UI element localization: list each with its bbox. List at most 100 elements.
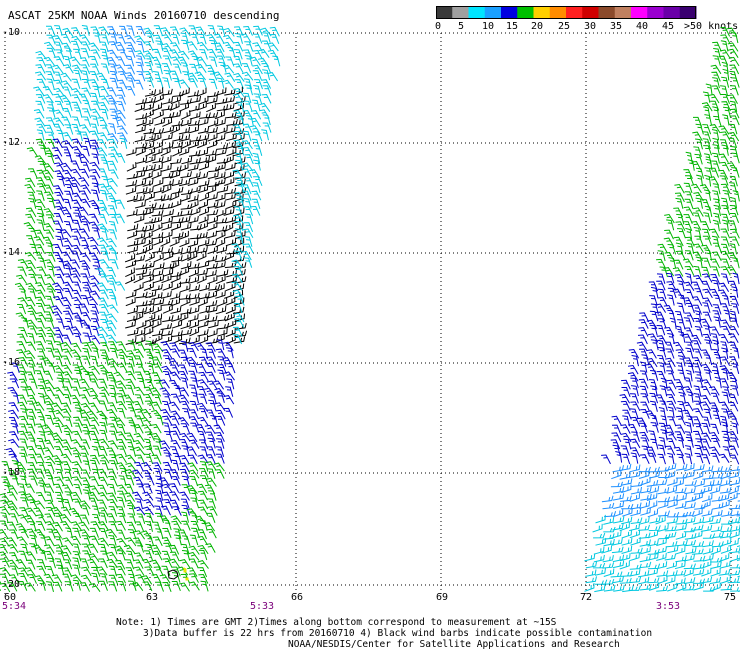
wind-barb — [71, 146, 83, 156]
wind-barb — [64, 124, 74, 135]
wind-barb — [181, 504, 190, 516]
wind-barb — [207, 48, 218, 59]
wind-barb — [593, 532, 606, 539]
wind-barb — [44, 274, 56, 284]
wind-barb — [82, 332, 92, 343]
wind-barb — [80, 161, 91, 172]
wind-barb — [639, 361, 648, 373]
wind-barb — [645, 410, 657, 420]
wind-barb — [152, 269, 164, 277]
wind-barb — [669, 317, 677, 330]
wind-barb — [125, 267, 135, 278]
wind-barb — [721, 368, 729, 381]
wind-barb — [713, 198, 721, 210]
wind-barb — [62, 498, 72, 510]
wind-barb — [97, 499, 108, 510]
wind-barb — [252, 152, 261, 165]
wind-barb — [124, 492, 136, 502]
wind-barb — [666, 517, 679, 524]
wind-barb — [44, 191, 55, 201]
wind-barb — [188, 439, 200, 449]
wind-barb — [667, 406, 675, 419]
wind-barb — [99, 543, 108, 555]
wind-barb — [666, 431, 677, 441]
wind-barb — [91, 318, 101, 329]
wind-barb — [727, 162, 738, 172]
wind-barb — [648, 430, 657, 442]
wind-barb — [663, 267, 675, 277]
wind-barb — [186, 41, 198, 51]
wind-barb — [181, 475, 190, 487]
wind-barb — [223, 407, 234, 418]
wind-barb — [713, 414, 722, 426]
wind-barb — [116, 453, 127, 464]
wind-barb — [34, 71, 47, 81]
wind-barb — [729, 100, 738, 112]
wind-barb — [71, 228, 82, 239]
wind-barb — [207, 275, 218, 285]
wind-barb — [243, 257, 253, 268]
wind-barb — [198, 335, 209, 345]
wind-barb — [25, 296, 36, 307]
wind-barb — [673, 446, 685, 457]
wind-barb — [127, 504, 136, 516]
wind-barb — [91, 505, 101, 517]
wind-barb — [686, 242, 695, 255]
wind-barb — [730, 587, 740, 592]
wind-barb — [197, 535, 208, 546]
wind-barb — [666, 561, 678, 570]
wind-barb — [650, 385, 658, 397]
wind-barb — [261, 62, 271, 73]
wind-barb — [63, 55, 72, 67]
wind-barb — [729, 454, 740, 465]
wind-barb — [703, 586, 716, 592]
wind-barb — [108, 574, 119, 585]
wind-barb — [98, 259, 110, 269]
wind-barb — [621, 453, 631, 465]
wind-barb — [153, 25, 163, 36]
wind-barb — [71, 244, 83, 255]
colorbar-cell — [517, 6, 534, 19]
wind-barb — [5, 447, 18, 457]
wind-barb — [178, 230, 189, 240]
wind-barb — [701, 559, 712, 569]
wind-barb — [171, 119, 184, 127]
wind-barb — [206, 96, 218, 105]
wind-barb — [60, 521, 72, 531]
wind-barb — [33, 236, 45, 246]
wind-barb — [729, 415, 739, 426]
wind-barb — [710, 561, 722, 569]
wind-barb — [721, 347, 729, 359]
wind-barb — [81, 265, 91, 277]
wind-barb — [125, 259, 137, 269]
wind-barb — [702, 235, 712, 246]
wind-barb — [197, 544, 209, 555]
wind-barb — [189, 111, 201, 120]
wind-barb — [19, 288, 27, 300]
wind-barb — [729, 205, 739, 216]
wind-barb — [178, 387, 190, 397]
wind-barb — [155, 77, 164, 89]
wind-barb — [17, 259, 29, 269]
wind-barb — [69, 349, 81, 359]
wind-barb — [169, 291, 181, 300]
wind-barb — [703, 369, 712, 381]
wind-barb — [162, 55, 172, 66]
wind-barb — [180, 543, 190, 555]
wind-barb — [24, 386, 36, 396]
wind-barb — [655, 546, 667, 554]
wind-barb — [233, 26, 244, 37]
wind-barb — [243, 206, 254, 217]
wind-barb — [639, 431, 650, 442]
wind-barb — [54, 191, 65, 202]
wind-barb — [143, 141, 155, 150]
wind-barb — [666, 219, 675, 231]
wind-barb — [151, 215, 163, 224]
wind-barb — [91, 153, 100, 165]
wind-barb — [675, 242, 684, 254]
wind-barb — [151, 454, 162, 465]
wind-barb — [18, 446, 28, 457]
wind-barb — [161, 247, 174, 254]
wind-barb — [160, 163, 172, 172]
wind-barb — [153, 185, 165, 194]
